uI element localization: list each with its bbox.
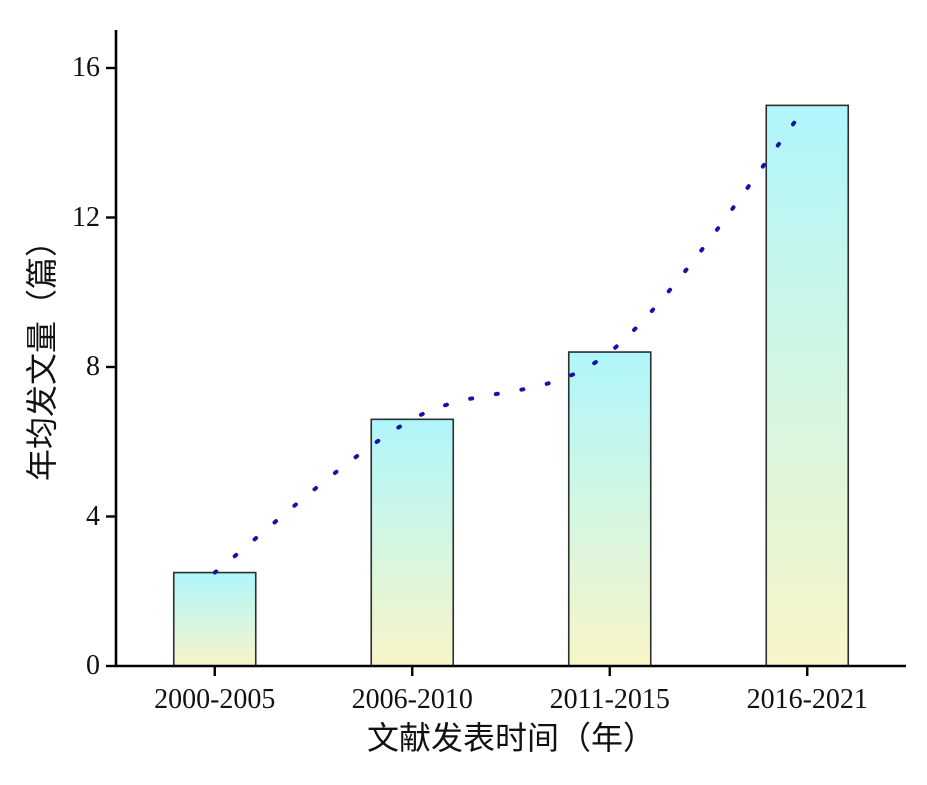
y-tick-label-4: 4 xyxy=(86,500,100,532)
bar-2016-2021 xyxy=(765,104,850,667)
x-tick-label-2000-2005: 2000-2005 xyxy=(154,684,276,715)
x-tick-label-2011-2015: 2011-2015 xyxy=(549,684,670,715)
bar-2006-2010 xyxy=(370,418,455,667)
trend-dotted-line xyxy=(212,103,810,575)
bar-2011-2015 xyxy=(567,351,652,667)
y-tick-label-16: 16 xyxy=(72,52,100,83)
y-tick-label-0: 0 xyxy=(86,650,100,681)
x-tick-label-2006-2010: 2006-2010 xyxy=(351,684,473,715)
x-axis-title: 文献发表时间（年） xyxy=(366,720,656,756)
y-tick-label-8: 8 xyxy=(86,351,100,382)
y-tick-label-12: 12 xyxy=(72,201,100,233)
x-tick-label-2016-2021: 2016-2021 xyxy=(746,684,868,715)
bar-2000-2005 xyxy=(172,571,257,667)
y-axis-title: 年均发文量（篇） xyxy=(24,224,60,482)
